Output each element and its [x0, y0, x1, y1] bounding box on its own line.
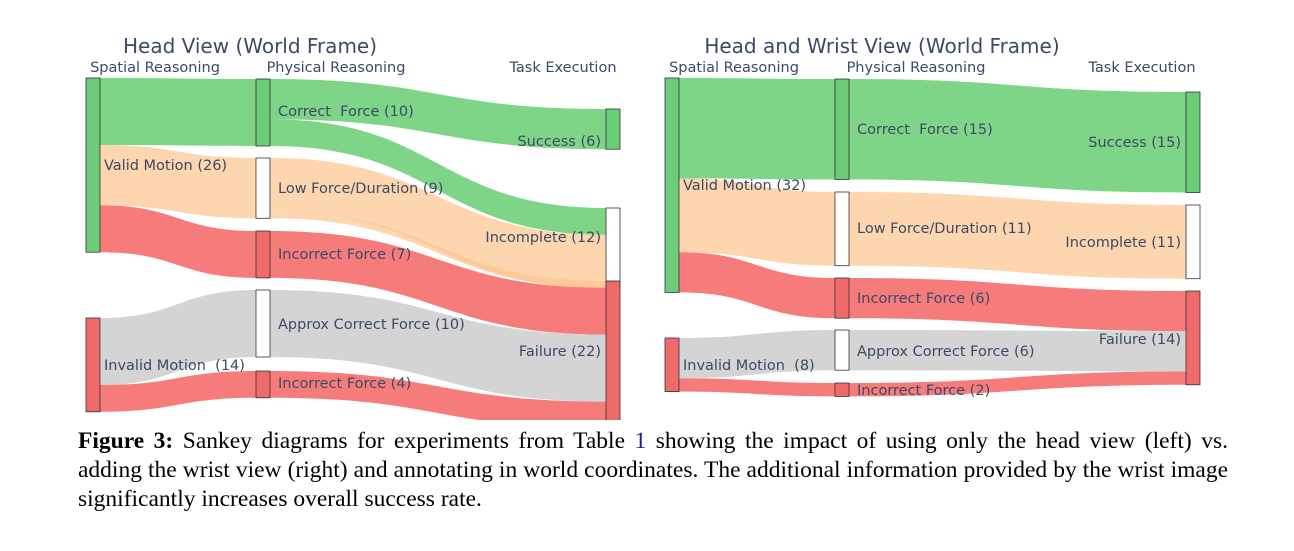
sankey-node-invalid	[85, 317, 101, 413]
sankey-link-valid-to-low	[100, 145, 256, 219]
sankey-diagram-2: Valid Motion (32) Invalid Motion (8) Corre…	[664, 34, 1201, 399]
sankey-label-incorrect1: Incorrect Force (6)	[857, 291, 990, 307]
stage-header-1: Spatial Reasoning	[90, 60, 220, 76]
sankey-node-incomplete	[1185, 204, 1201, 280]
sankey-node-approx	[834, 329, 850, 371]
sankey-label-approx: Approx Correct Force (6)	[857, 344, 1035, 360]
stage-header-2: Physical Reasoning	[847, 60, 986, 76]
sankey-label-correct: Correct Force (10)	[278, 104, 414, 120]
sankey-node-correct	[255, 78, 271, 147]
caption-text-1: Sankey diagrams for experiments from Tab…	[173, 428, 635, 454]
sankey-node-incomplete	[605, 207, 621, 289]
sankey-links	[679, 78, 1186, 397]
sankey-label-correct: Correct Force (15)	[857, 122, 993, 138]
sankey-node-success	[605, 108, 621, 150]
sankey-nodes	[664, 77, 1201, 397]
sankey-link-low-to-failure	[270, 211, 606, 288]
sankey-label-incorrect1: Incorrect Force (7)	[278, 247, 411, 263]
sankey-node-valid	[85, 77, 101, 253]
sankey-label-incomplete: Incomplete (11)	[1065, 235, 1181, 251]
sankey-node-labels: Valid Motion (32) Invalid Motion (8) Corre…	[683, 122, 1181, 399]
sankey-label-low: Low Force/Duration (9)	[278, 181, 443, 197]
sankey-label-success: Success (15)	[1088, 135, 1181, 151]
sankey-link-valid-to-correct	[679, 78, 835, 180]
sankey-node-low	[255, 157, 271, 219]
sankey-link-valid-to-incorrect1	[679, 252, 835, 319]
sankey-label-low: Low Force/Duration (11)	[857, 221, 1032, 237]
sankey-link-approx-to-failure	[270, 290, 606, 402]
sankey-link-invalid-to-approx	[100, 290, 256, 385]
sankey-figure: Valid Motion (26) Invalid Motion (14) Corr…	[85, 34, 1201, 420]
sankey-node-incorrect1	[834, 277, 850, 319]
sankey-link-incorrect2-to-failure	[270, 371, 606, 420]
stage-header-3: Task Execution	[1087, 60, 1195, 76]
sankey-link-correct-to-incomplete	[270, 119, 606, 235]
caption-label: Figure 3:	[78, 428, 174, 454]
sankey-label-approx: Approx Correct Force (10)	[278, 317, 465, 333]
sankey-node-labels: Valid Motion (26) Invalid Motion (14) Corr…	[104, 104, 601, 392]
sankey-label-invalid: Invalid Motion (8)	[683, 358, 815, 374]
sankey-node-low	[834, 191, 850, 267]
sankey-link-incorrect1-to-failure	[849, 278, 1186, 332]
sankey-label-valid: Valid Motion (32)	[683, 178, 806, 194]
caption-table-ref: 1	[634, 428, 647, 454]
diagram-title: Head and Wrist View (World Frame)	[704, 34, 1059, 58]
sankey-node-failure	[605, 280, 621, 420]
sankey-link-valid-to-correct	[100, 78, 256, 146]
sankey-label-success: Success (6)	[517, 134, 601, 150]
sankey-node-failure	[1185, 290, 1201, 386]
sankey-link-correct-to-success	[849, 79, 1186, 193]
sankey-label-incorrect2: Incorrect Force (2)	[857, 383, 990, 399]
sankey-link-incorrect1-to-failure	[270, 231, 606, 335]
sankey-link-invalid-to-approx	[679, 330, 835, 379]
sankey-link-low-to-incomplete	[849, 192, 1186, 279]
sankey-label-valid: Valid Motion (26)	[104, 158, 227, 174]
stage-header-1: Spatial Reasoning	[669, 60, 799, 76]
caption-text-2: showing the impact of using only the hea…	[78, 428, 1228, 512]
sankey-link-invalid-to-incorrect2	[100, 371, 256, 412]
sankey-link-approx-to-failure	[849, 330, 1186, 372]
sankey-link-incorrect2-to-failure	[849, 371, 1186, 397]
stage-header-2: Physical Reasoning	[267, 60, 406, 76]
sankey-node-approx	[255, 289, 271, 358]
sankey-label-incorrect2: Incorrect Force (4)	[278, 376, 411, 392]
figure-caption: Figure 3: Sankey diagrams for experiment…	[78, 427, 1228, 514]
sankey-label-failure: Failure (22)	[519, 344, 601, 360]
sankey-node-incorrect1	[255, 230, 271, 279]
sankey-node-incorrect2	[834, 382, 850, 397]
sankey-node-incorrect2	[255, 370, 271, 399]
diagram-title: Head View (World Frame)	[123, 34, 377, 58]
sankey-node-success	[1185, 91, 1201, 193]
sankey-link-valid-to-incorrect1	[100, 205, 256, 278]
sankey-label-failure: Failure (14)	[1099, 332, 1181, 348]
sankey-link-invalid-to-incorrect2	[679, 378, 835, 397]
sankey-node-correct	[834, 78, 850, 180]
sankey-diagram-1: Valid Motion (26) Invalid Motion (14) Corr…	[85, 34, 621, 420]
sankey-link-correct-to-success	[270, 79, 606, 150]
sankey-link-valid-to-low	[679, 178, 835, 266]
sankey-node-invalid	[664, 337, 680, 392]
sankey-label-invalid: Invalid Motion (14)	[104, 358, 245, 374]
stage-header-3: Task Execution	[508, 60, 616, 76]
sankey-links	[100, 78, 606, 420]
sankey-node-valid	[664, 77, 680, 293]
sankey-label-incomplete: Incomplete (12)	[485, 230, 601, 246]
sankey-nodes	[85, 77, 621, 420]
sankey-link-low-to-incomplete	[270, 158, 606, 289]
